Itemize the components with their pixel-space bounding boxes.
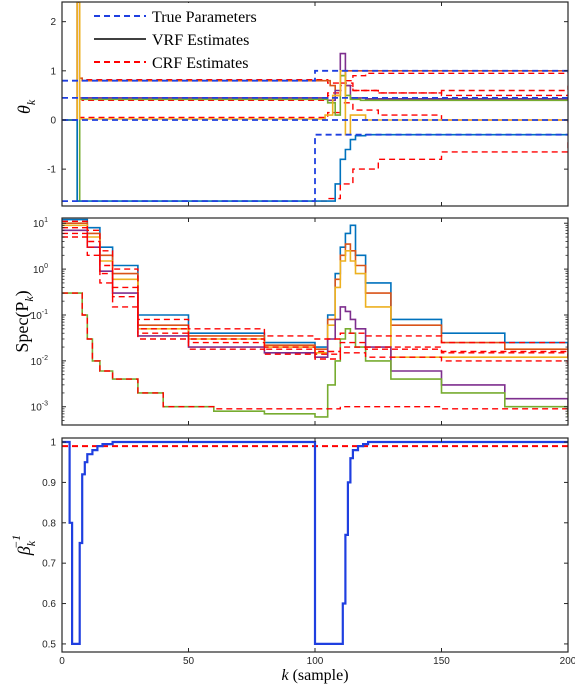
y-tick-label: 10-2 xyxy=(31,355,48,368)
vrf-estimate-line xyxy=(62,2,568,136)
y-tick-label: 0.7 xyxy=(42,559,56,570)
vrf-estimate-line xyxy=(62,119,568,202)
y-tick-label: 10-1 xyxy=(31,309,48,322)
crf-estimate-line xyxy=(62,2,568,121)
crf-estimate-line xyxy=(62,2,568,123)
crf-spec-line xyxy=(62,236,568,366)
crf-estimate-line xyxy=(62,82,568,202)
y-tick-label: 0.8 xyxy=(42,518,56,529)
crf-estimate-line xyxy=(62,119,568,202)
vrf-spec-line xyxy=(62,292,568,418)
y-tick-label: 0.9 xyxy=(42,478,56,489)
x-axis-label: k (sample) xyxy=(281,667,348,684)
crf-spec-line xyxy=(62,292,568,414)
legend: True Parameters VRF Estimates CRF Estimate… xyxy=(86,3,284,73)
spec-panel: 10-3 10-2 10-1 100 101 Spec(Pk) xyxy=(12,217,569,426)
y-tick-label: 2 xyxy=(50,17,56,28)
crf-estimate-line xyxy=(62,2,568,121)
y-tick-label: 100 xyxy=(33,263,48,276)
y-tick-label: -1 xyxy=(47,165,56,176)
x-tick-label: 0 xyxy=(59,656,65,667)
y-tick-label: 1 xyxy=(50,66,56,77)
y-tick-label: 0 xyxy=(50,115,56,126)
beta-panel: 0.5 0.6 0.7 0.8 0.9 1 0 50 100 150 200 βk−1 k (sampl… xyxy=(9,437,575,684)
y-tick-label: 0.6 xyxy=(42,599,56,610)
x-tick-label: 200 xyxy=(560,656,575,667)
crf-spec-line xyxy=(62,220,568,353)
x-tick-label: 150 xyxy=(433,656,450,667)
true-parameter-line xyxy=(62,69,568,82)
legend-label: True Parameters xyxy=(152,9,257,26)
x-tick-label: 100 xyxy=(307,656,324,667)
vrf-estimate-line xyxy=(62,2,568,121)
y-tick-label: 10-3 xyxy=(31,401,48,414)
true-parameter-line xyxy=(62,133,568,202)
crf-spec-line xyxy=(62,232,568,359)
y-tick-label: 1 xyxy=(50,438,56,449)
theta-panel: -1 0 1 2 θk True Parameters VRF Estimates CRF E… xyxy=(14,1,569,207)
y-tick-label: 0.5 xyxy=(42,639,56,650)
legend-label: VRF Estimates xyxy=(152,32,249,49)
legend-label: CRF Estimates xyxy=(152,55,248,72)
vrf-forgetting-line xyxy=(62,440,568,645)
y-axis-label: Spec(Pk) xyxy=(12,290,36,352)
vrf-spec-line xyxy=(62,224,568,358)
y-axis-label: θk xyxy=(14,99,38,114)
x-tick-label: 50 xyxy=(183,656,195,667)
y-axis-label: βk−1 xyxy=(9,535,38,556)
crf-spec-line xyxy=(62,227,568,358)
y-tick-label: 101 xyxy=(33,217,48,230)
